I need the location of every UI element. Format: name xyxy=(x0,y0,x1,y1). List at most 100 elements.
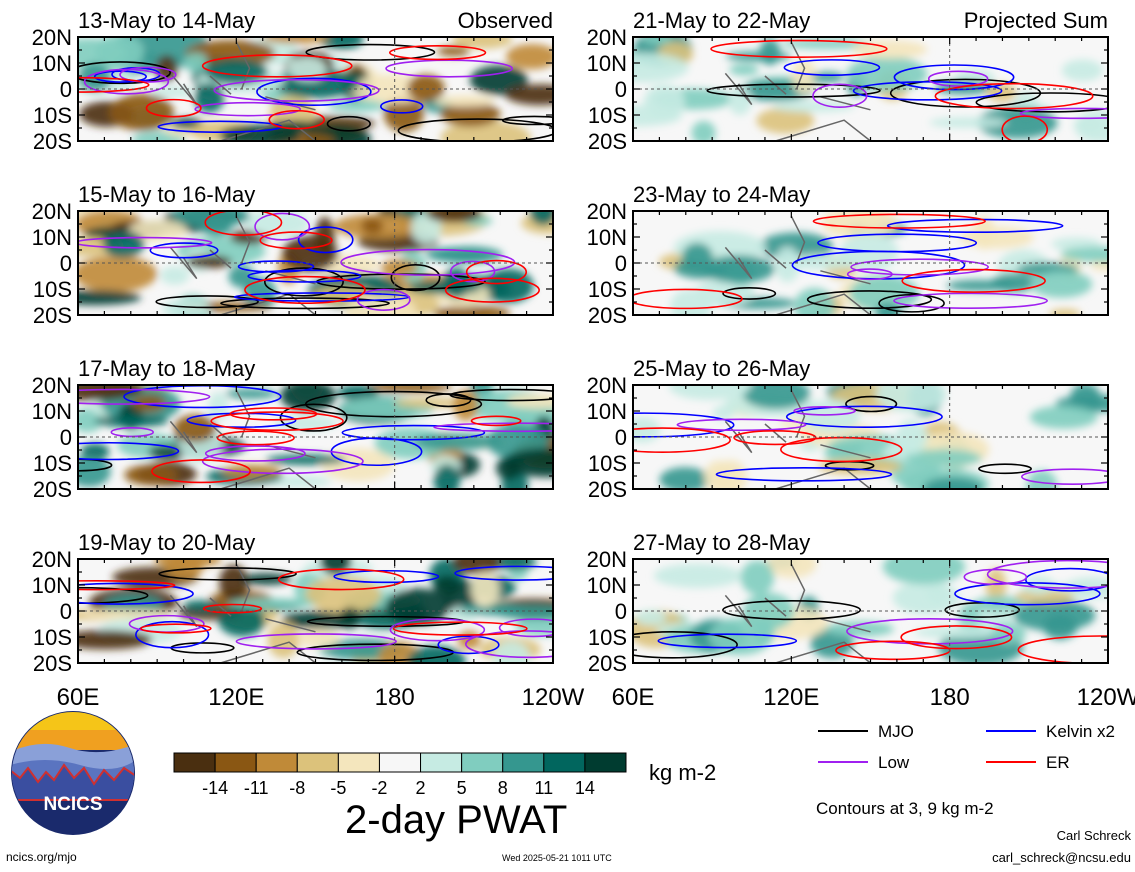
coastlines xyxy=(724,389,871,489)
contours xyxy=(633,213,1064,313)
legend-label: MJO xyxy=(878,722,914,741)
colorbar-swatch xyxy=(378,752,422,773)
y-tick-label: 10S xyxy=(588,625,627,650)
y-tick-label: 0 xyxy=(60,251,72,276)
contours xyxy=(78,43,553,141)
y-tick-label: 20S xyxy=(33,477,72,502)
coastlines xyxy=(169,215,316,315)
colorbar-swatch xyxy=(173,752,216,773)
colorbar-label: -2 xyxy=(371,778,387,798)
legend-label: Kelvin x2 xyxy=(1046,722,1115,741)
colorbar-swatch xyxy=(543,752,586,773)
panel-label: Observed xyxy=(458,8,553,33)
x-tick-label: 180 xyxy=(930,684,970,711)
colorbar-swatch xyxy=(337,752,380,773)
y-tick-label: 0 xyxy=(615,425,627,450)
coastlines xyxy=(724,563,871,663)
colorbar: -14 -11 -8 -5 -2 2 5 8 11 14 xyxy=(173,752,627,798)
contours xyxy=(78,385,553,484)
panel-title: 17-May to 18-May xyxy=(78,356,255,381)
footer-timestamp: Wed 2025-05-21 1011 UTC xyxy=(502,853,612,863)
contours xyxy=(78,211,540,311)
footer-url[interactable]: ncics.org/mjo xyxy=(6,850,77,864)
footer-email: carl_schreck@ncsu.edu xyxy=(992,850,1131,865)
y-tick-label: 10N xyxy=(587,573,627,598)
colorbar-label: -14 xyxy=(202,778,228,798)
y-tick-label: 10N xyxy=(32,225,72,250)
pwat-field xyxy=(78,559,553,663)
y-tick-label: 20N xyxy=(587,373,627,398)
logo-text: NCICS xyxy=(43,794,102,815)
pwat-field xyxy=(633,37,1108,141)
y-tick-label: 10S xyxy=(33,277,72,302)
y-tick-label: 10S xyxy=(588,277,627,302)
y-tick-label: 10S xyxy=(33,103,72,128)
pwat-field xyxy=(633,211,1108,315)
panel-title: 13-May to 14-May xyxy=(78,8,255,33)
y-tick-label: 10S xyxy=(33,451,72,476)
y-tick-label: 20N xyxy=(32,25,72,50)
pwat-field xyxy=(78,37,553,141)
x-tick-label: 120E xyxy=(763,684,819,711)
x-tick-label: 60E xyxy=(57,684,100,711)
panel-title: 23-May to 24-May xyxy=(633,182,810,207)
x-tick-label: 120E xyxy=(208,684,264,711)
y-tick-label: 10N xyxy=(587,399,627,424)
y-tick-label: 10N xyxy=(32,399,72,424)
colorbar-swatch xyxy=(584,752,627,773)
panel-title: 27-May to 28-May xyxy=(633,530,810,555)
pwat-field xyxy=(633,385,1108,489)
legend: MJO Kelvin x2 Low ER xyxy=(818,722,1115,772)
colorbar-swatch xyxy=(296,752,339,773)
y-tick-label: 20S xyxy=(588,129,627,154)
panel-title: 25-May to 26-May xyxy=(633,356,810,381)
footer-author: Carl Schreck xyxy=(1056,828,1131,843)
coastlines xyxy=(169,563,316,663)
colorbar-label: 5 xyxy=(457,778,467,798)
colorbar-label: 2 xyxy=(416,778,426,798)
y-tick-label: 20S xyxy=(588,477,627,502)
contour-note: Contours at 3, 9 kg m-2 xyxy=(816,799,994,818)
pwat-field xyxy=(78,385,553,489)
colorbar-swatch xyxy=(255,752,298,773)
colorbar-swatch xyxy=(502,752,545,773)
y-tick-label: 0 xyxy=(615,599,627,624)
y-tick-label: 10S xyxy=(588,451,627,476)
contours xyxy=(633,559,1108,663)
y-tick-label: 20N xyxy=(587,25,627,50)
y-tick-label: 20N xyxy=(32,199,72,224)
colorbar-swatch xyxy=(214,752,257,773)
pwat-field xyxy=(78,211,553,315)
coastlines xyxy=(169,41,316,141)
x-tick-label: 180 xyxy=(375,684,415,711)
contours xyxy=(633,395,1108,485)
coastlines xyxy=(724,215,871,315)
y-tick-label: 10N xyxy=(32,573,72,598)
pwat-field xyxy=(633,559,1108,663)
y-tick-label: 0 xyxy=(60,77,72,102)
y-tick-label: 0 xyxy=(615,77,627,102)
y-tick-label: 10N xyxy=(32,51,72,76)
y-tick-label: 20S xyxy=(33,651,72,676)
y-tick-label: 10N xyxy=(587,51,627,76)
y-tick-label: 0 xyxy=(615,251,627,276)
panel-title: 21-May to 22-May xyxy=(633,8,810,33)
colorbar-label: 11 xyxy=(534,778,553,798)
colorbar-label: -11 xyxy=(244,778,269,798)
contours xyxy=(706,39,1108,141)
x-tick-label: 60E xyxy=(612,684,655,711)
coastlines xyxy=(169,389,316,489)
colorbar-swatch xyxy=(461,752,504,773)
y-tick-label: 20S xyxy=(33,129,72,154)
panel-label: Projected Sum xyxy=(964,8,1108,33)
